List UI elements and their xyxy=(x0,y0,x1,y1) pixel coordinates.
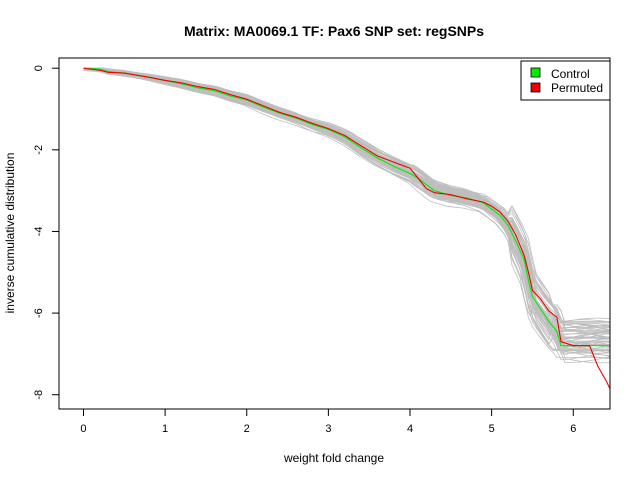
permutation-run xyxy=(83,67,610,349)
series-line-control xyxy=(83,67,610,347)
legend-box xyxy=(520,60,611,101)
permutation-run xyxy=(83,67,610,347)
permutation-run xyxy=(83,70,610,350)
y-axis-label: inverse cumulative distribution xyxy=(3,153,17,314)
permutation-run xyxy=(83,67,610,346)
x-axis-label: weight fold change xyxy=(283,451,384,465)
x-tick-label: 4 xyxy=(407,423,413,435)
permutation-run xyxy=(83,67,610,347)
permutation-run xyxy=(83,67,610,328)
permutation-run xyxy=(83,69,610,351)
permutation-run xyxy=(83,67,610,347)
y-tick-label: -2 xyxy=(33,145,45,155)
legend-label-permuted: Permuted xyxy=(551,81,603,95)
permutation-run xyxy=(83,68,610,359)
x-tick-label: 6 xyxy=(570,423,576,435)
legend-label-control: Control xyxy=(551,67,590,81)
permutation-run xyxy=(83,67,610,342)
x-tick-label: 1 xyxy=(162,423,168,435)
plot-frame xyxy=(58,57,611,410)
permutation-run xyxy=(83,69,610,364)
chart-title: Matrix: MA0069.1 TF: Pax6 SNP set: regSN… xyxy=(184,23,484,39)
y-tick-label: -4 xyxy=(33,227,45,237)
legend-swatch-control xyxy=(530,67,541,78)
x-tick-label: 0 xyxy=(80,423,86,435)
permutation-run xyxy=(83,69,610,358)
x-tick-label: 5 xyxy=(489,423,495,435)
legend: Control Permuted xyxy=(520,60,611,101)
y-tick-label: -8 xyxy=(33,390,45,400)
series-layer xyxy=(83,67,610,389)
x-tick-label: 2 xyxy=(244,423,250,435)
y-tick-label: 0 xyxy=(33,65,45,71)
permutation-run xyxy=(83,69,610,363)
y-axis: 0 -2 -4 -6 -8 xyxy=(33,65,60,400)
x-tick-label: 3 xyxy=(325,423,331,435)
permutation-run xyxy=(83,67,610,349)
permutation-run xyxy=(83,67,610,331)
legend-swatch-permuted xyxy=(530,82,541,93)
permutation-run xyxy=(83,67,610,349)
permutation-run xyxy=(83,68,610,336)
permutation-run xyxy=(83,68,610,346)
series-line-permuted xyxy=(83,67,610,389)
background-permutation-runs xyxy=(83,67,610,364)
y-tick-label: -6 xyxy=(33,308,45,318)
x-axis: 0 1 2 3 4 5 6 xyxy=(80,408,576,435)
permutation-run xyxy=(83,67,610,334)
permutation-run xyxy=(83,69,610,345)
